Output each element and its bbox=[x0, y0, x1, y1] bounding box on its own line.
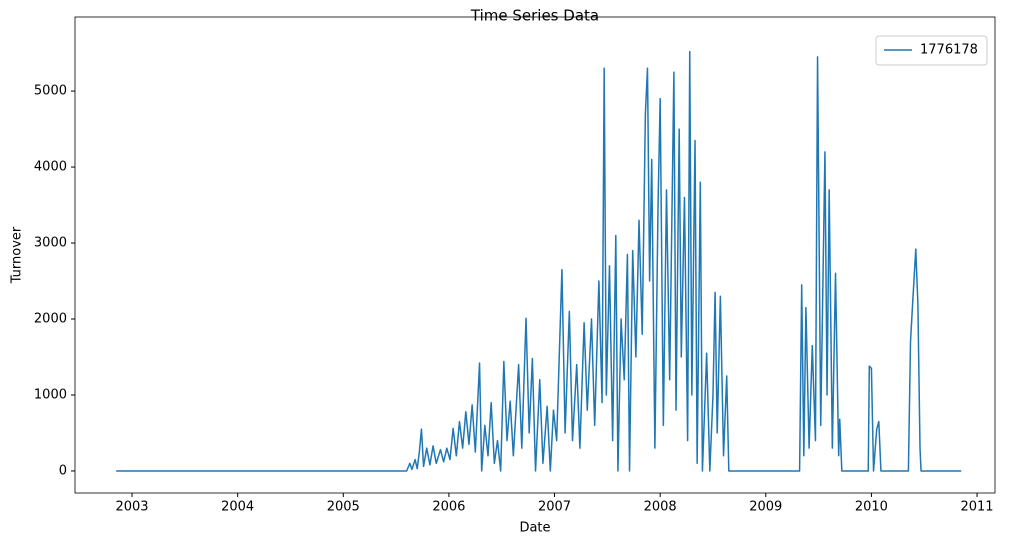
x-tick-label: 2009 bbox=[749, 500, 782, 515]
x-tick-label: 2003 bbox=[115, 500, 148, 515]
y-tick-label: 1000 bbox=[34, 387, 67, 402]
x-axis-label: Date bbox=[519, 521, 550, 536]
legend-box bbox=[875, 35, 988, 66]
y-axis-label: Turnover bbox=[10, 226, 25, 284]
x-tick-label: 2011 bbox=[960, 500, 993, 515]
y-tick-label: 5000 bbox=[34, 84, 67, 99]
data-line bbox=[116, 50, 962, 472]
y-tick-label: 2000 bbox=[34, 312, 67, 327]
y-tick-label: 3000 bbox=[34, 236, 67, 251]
plot-frame bbox=[74, 16, 996, 494]
x-tick-label: 2004 bbox=[221, 500, 254, 515]
x-tick-label: 2005 bbox=[327, 500, 360, 515]
x-tick-label: 2006 bbox=[432, 500, 465, 515]
x-tick-label: 2007 bbox=[538, 500, 571, 515]
y-tick-label: 4000 bbox=[34, 160, 67, 175]
chart-title: Time Series Data bbox=[470, 7, 599, 25]
x-tick-label: 2008 bbox=[644, 500, 677, 515]
x-tick-label: 2010 bbox=[855, 500, 888, 515]
y-tick-label: 0 bbox=[59, 463, 67, 478]
legend-label: 1776178 bbox=[920, 43, 978, 58]
